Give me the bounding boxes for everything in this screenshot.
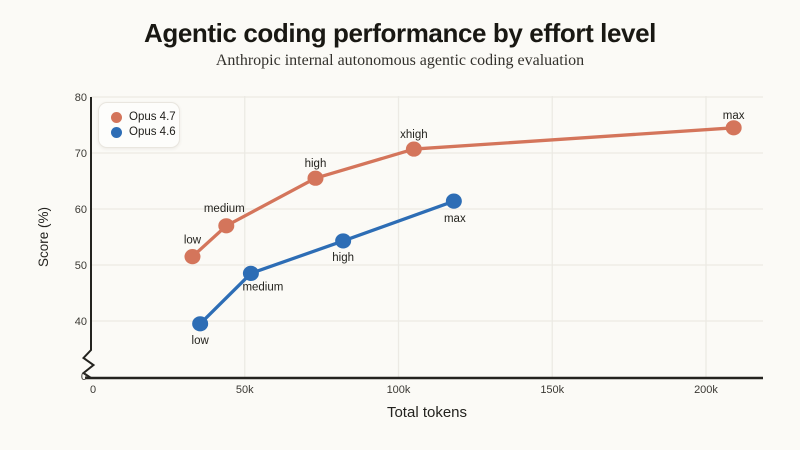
data-point-label: medium <box>204 203 245 215</box>
data-point-label: max <box>444 213 466 225</box>
data-point <box>184 249 201 265</box>
grid-layer <box>91 96 763 378</box>
y-axis-line-with-break-icon <box>81 97 96 379</box>
x-tick-label: 50k <box>236 384 254 396</box>
y-tick-label: 60 <box>75 204 87 216</box>
x-axis-title: Total tokens <box>387 404 467 421</box>
data-point-label: xhigh <box>400 129 428 141</box>
data-point <box>307 170 324 186</box>
data-point-label: low <box>192 335 210 347</box>
y-tick-label: 80 <box>75 92 87 104</box>
data-point <box>335 233 352 249</box>
y-tick-label: 0 <box>81 371 87 383</box>
data-point <box>405 141 422 157</box>
x-tick-label: 150k <box>540 384 564 396</box>
data-point <box>725 120 742 136</box>
y-tick-label: 50 <box>75 260 87 272</box>
x-tick-label: 100k <box>387 384 411 396</box>
legend-item: Opus 4.7 <box>111 110 179 124</box>
y-tick-label: 70 <box>75 148 87 160</box>
y-tick-label: 40 <box>75 316 87 328</box>
legend-item-label: Opus 4.6 <box>129 126 176 138</box>
data-point <box>445 193 462 209</box>
series-layer: low medium high xhigh max low medium high max <box>184 110 745 347</box>
legend-item-label: Opus 4.7 <box>129 110 176 123</box>
y-axis-title: Score (%) <box>36 207 51 267</box>
data-point-label: medium <box>242 281 283 293</box>
chart-subtitle: Anthropic internal autonomous agentic co… <box>215 52 585 69</box>
data-point <box>192 316 209 332</box>
data-point-label: high <box>332 252 354 264</box>
data-point <box>242 265 259 281</box>
data-point-label: max <box>723 110 745 122</box>
data-point-label: low <box>184 235 202 247</box>
data-point-label: high <box>305 158 327 170</box>
legend-swatch-icon <box>111 127 122 139</box>
series-line <box>190 126 736 259</box>
legend-swatch-icon <box>111 111 122 123</box>
x-tick-label: 200k <box>694 384 718 396</box>
data-point <box>218 218 235 234</box>
chart-title: Agentic coding performance by effort lev… <box>144 18 656 48</box>
series-line <box>198 199 456 326</box>
legend-item: Opus 4.6 <box>111 126 179 139</box>
x-tick-label: 0 <box>90 384 96 396</box>
legend: Opus 4.7 Opus 4.6 <box>98 102 180 148</box>
axis-layer: 0 50k 100k 150k 200k 0 40 50 60 70 80 <box>75 92 763 396</box>
